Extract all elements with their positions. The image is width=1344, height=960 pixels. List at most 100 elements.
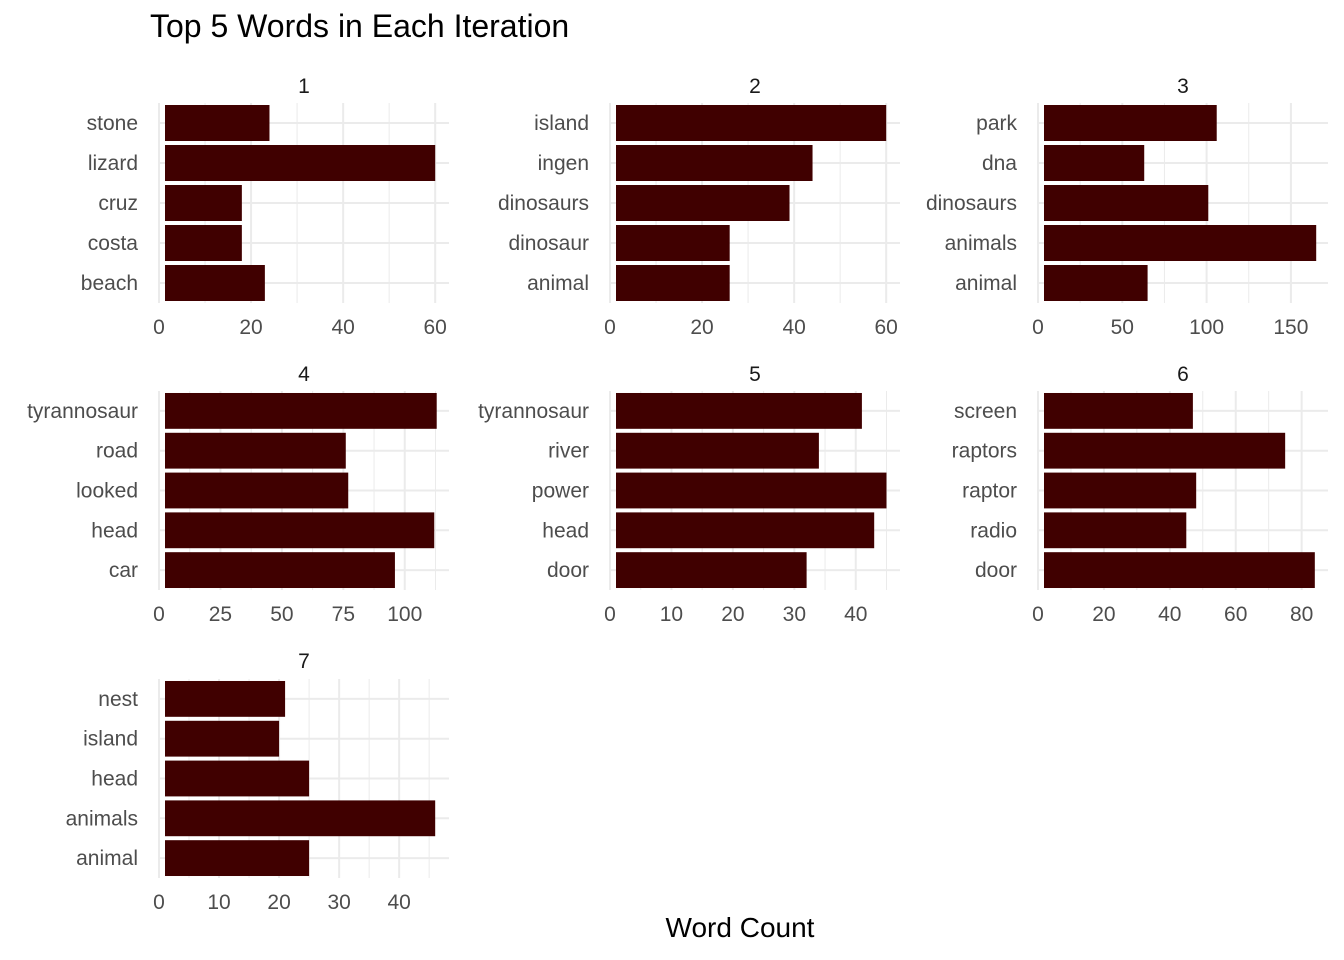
tick-label: 20 <box>690 316 713 339</box>
bar-5-tyrannosaur <box>616 392 862 429</box>
tick-label: 60 <box>875 316 898 339</box>
tick-label: 0 <box>153 316 165 339</box>
tick-label: 40 <box>844 603 867 626</box>
chart-title: Top 5 Words in Each Iteration <box>150 8 570 44</box>
tick-label: 60 <box>424 316 447 339</box>
tick-label: 20 <box>267 891 290 914</box>
category-label: animals <box>66 807 138 830</box>
bar-1-costa <box>165 225 242 261</box>
category-label: island <box>83 728 138 751</box>
bar-5-door <box>616 552 807 589</box>
bar-2-island <box>616 105 887 141</box>
panel-strip-label: 4 <box>298 363 310 386</box>
tick-label: 20 <box>1092 603 1115 626</box>
tick-label: 50 <box>270 603 293 626</box>
bar-3-dna <box>1044 145 1145 181</box>
bar-4-head <box>165 512 435 549</box>
category-label: road <box>96 440 138 463</box>
category-label: head <box>91 519 138 542</box>
bar-4-looked <box>165 472 349 509</box>
category-label: lizard <box>88 152 138 175</box>
panel-7: nest island head animals animal 0 10 20 30 40 7 <box>66 650 449 914</box>
panel-3: park dna dinosaurs animals animal 0 50 100 150 3 <box>926 75 1328 339</box>
category-label: head <box>542 519 589 542</box>
category-label: door <box>547 559 589 582</box>
category-label: door <box>975 559 1017 582</box>
panel-strip-label: 6 <box>1177 363 1189 386</box>
category-label: dna <box>982 152 1017 175</box>
tick-label: 50 <box>1111 316 1134 339</box>
tick-label: 10 <box>660 603 683 626</box>
category-label: radio <box>970 519 1017 542</box>
bar-2-dinosaur <box>616 225 730 261</box>
tick-label: 150 <box>1273 316 1308 339</box>
tick-label: 0 <box>153 891 165 914</box>
category-label: tyrannosaur <box>27 400 138 423</box>
bar-7-island <box>165 720 280 757</box>
tick-label: 40 <box>1158 603 1181 626</box>
category-label: raptor <box>962 480 1017 503</box>
panel-4: tyrannosaur road looked head car 0 25 50 75 100 4 <box>27 363 449 626</box>
category-label: raptors <box>952 440 1017 463</box>
category-label: head <box>91 768 138 791</box>
bar-3-park <box>1044 105 1217 141</box>
bar-6-radio <box>1044 512 1187 549</box>
category-label: animal <box>76 847 138 870</box>
bar-6-raptor <box>1044 472 1197 509</box>
tick-label: 0 <box>604 603 616 626</box>
category-label: power <box>532 480 589 503</box>
bar-1-cruz <box>165 185 242 221</box>
category-label: dinosaur <box>508 232 589 255</box>
category-label: costa <box>88 232 139 255</box>
category-label: river <box>548 440 589 463</box>
tick-label: 0 <box>604 316 616 339</box>
x-axis-label: Word Count <box>665 912 815 943</box>
panel-strip-label: 3 <box>1177 75 1189 98</box>
bar-5-power <box>616 472 887 509</box>
bar-4-road <box>165 432 346 469</box>
bar-7-nest <box>165 680 286 717</box>
tick-label: 100 <box>387 603 422 626</box>
panel-2: island ingen dinosaurs dinosaur animal 0 20 40 6… <box>498 75 900 339</box>
category-label: animal <box>527 272 589 295</box>
category-label: animals <box>945 232 1017 255</box>
tick-label: 40 <box>331 316 354 339</box>
bar-3-animals <box>1044 225 1317 261</box>
bar-5-river <box>616 432 819 469</box>
tick-label: 100 <box>1189 316 1224 339</box>
category-label: ingen <box>538 152 589 175</box>
bar-4-tyrannosaur <box>165 392 437 429</box>
bar-3-dinosaurs <box>1044 185 1209 221</box>
tick-label: 0 <box>153 603 165 626</box>
category-label: animal <box>955 272 1017 295</box>
category-label: nest <box>98 688 138 711</box>
category-label: beach <box>81 272 138 295</box>
tick-label: 40 <box>782 316 805 339</box>
panel-5: tyrannosaur river power head door 0 10 20 30 40 5 <box>478 363 900 626</box>
category-label: dinosaurs <box>926 192 1017 215</box>
panel-6: screen raptors raptor radio door 0 20 40 60 80 6 <box>952 363 1328 626</box>
bar-7-animal <box>165 840 310 877</box>
tick-label: 20 <box>721 603 744 626</box>
bar-2-animal <box>616 265 730 301</box>
tick-label: 0 <box>1032 316 1044 339</box>
bar-2-ingen <box>616 145 813 181</box>
category-label: island <box>534 112 589 135</box>
category-label: dinosaurs <box>498 192 589 215</box>
tick-label: 60 <box>1224 603 1247 626</box>
bar-1-stone <box>165 105 270 141</box>
tick-label: 20 <box>239 316 262 339</box>
category-label: tyrannosaur <box>478 400 589 423</box>
bar-4-car <box>165 552 395 589</box>
category-label: looked <box>76 480 138 503</box>
panel-strip-label: 1 <box>298 75 310 98</box>
tick-label: 10 <box>207 891 230 914</box>
panel-strip-label: 2 <box>749 75 761 98</box>
bar-3-animal <box>1044 265 1148 301</box>
tick-label: 0 <box>1032 603 1044 626</box>
category-label: stone <box>87 112 138 135</box>
category-label: screen <box>954 400 1017 423</box>
category-label: car <box>109 559 138 582</box>
category-label: cruz <box>98 192 138 215</box>
